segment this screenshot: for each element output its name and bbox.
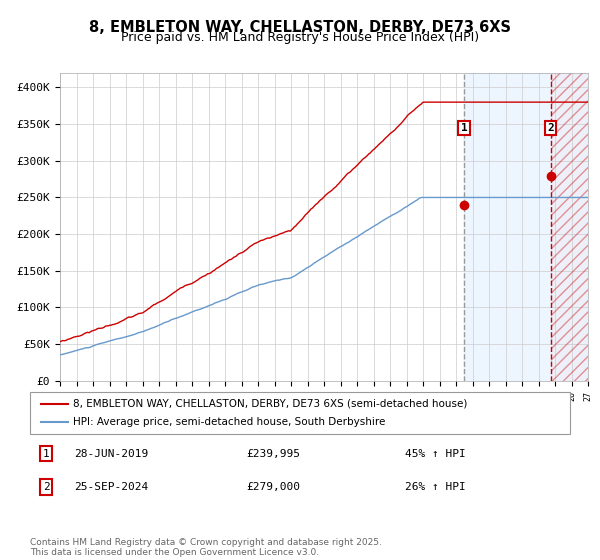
Text: 1: 1 xyxy=(461,123,467,133)
Bar xyxy=(551,73,588,381)
Bar xyxy=(464,73,588,381)
Text: Price paid vs. HM Land Registry's House Price Index (HPI): Price paid vs. HM Land Registry's House … xyxy=(121,31,479,44)
Text: Contains HM Land Registry data © Crown copyright and database right 2025.
This d: Contains HM Land Registry data © Crown c… xyxy=(30,538,382,557)
Text: £279,000: £279,000 xyxy=(246,482,300,492)
Text: 45% ↑ HPI: 45% ↑ HPI xyxy=(404,449,466,459)
Text: 1: 1 xyxy=(43,449,50,459)
Text: 2: 2 xyxy=(547,123,554,133)
FancyBboxPatch shape xyxy=(30,392,570,434)
Text: £239,995: £239,995 xyxy=(246,449,300,459)
Text: 2: 2 xyxy=(43,482,50,492)
Text: 28-JUN-2019: 28-JUN-2019 xyxy=(74,449,148,459)
Text: HPI: Average price, semi-detached house, South Derbyshire: HPI: Average price, semi-detached house,… xyxy=(73,417,386,427)
Text: 25-SEP-2024: 25-SEP-2024 xyxy=(74,482,148,492)
Text: 26% ↑ HPI: 26% ↑ HPI xyxy=(404,482,466,492)
Bar xyxy=(551,73,588,381)
Text: 8, EMBLETON WAY, CHELLASTON, DERBY, DE73 6XS (semi-detached house): 8, EMBLETON WAY, CHELLASTON, DERBY, DE73… xyxy=(73,399,467,409)
Text: 8, EMBLETON WAY, CHELLASTON, DERBY, DE73 6XS: 8, EMBLETON WAY, CHELLASTON, DERBY, DE73… xyxy=(89,20,511,35)
